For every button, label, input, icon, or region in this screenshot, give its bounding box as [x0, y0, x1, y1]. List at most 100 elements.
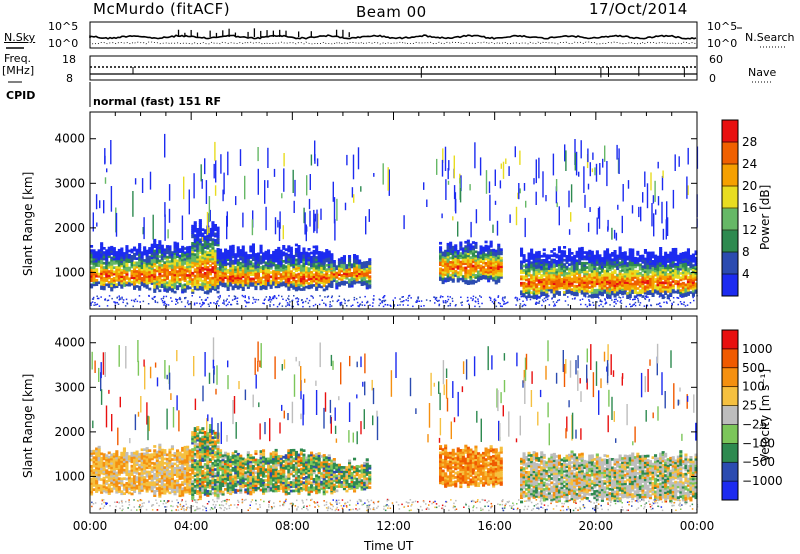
power-cell [530, 250, 534, 254]
power-streak [208, 196, 211, 223]
power-cell [570, 288, 574, 291]
power-cell [469, 258, 473, 261]
power-cell [216, 263, 220, 266]
power-cell [148, 277, 152, 280]
power-cell [555, 262, 559, 265]
power-cell [305, 258, 309, 261]
power-cell [520, 269, 524, 272]
power-cell [484, 261, 488, 265]
power-speckle [602, 305, 604, 308]
power-cell [173, 250, 177, 253]
power-cell [110, 269, 114, 273]
power-cell [659, 274, 663, 278]
power-cell [150, 280, 154, 283]
power-cell [464, 270, 468, 274]
power-cell [575, 261, 579, 265]
power-cell [158, 244, 162, 248]
power-cell [256, 265, 260, 269]
velocity-cell [110, 455, 114, 459]
power-speckle [405, 299, 407, 301]
power-cell [547, 263, 551, 266]
velocity-cell [133, 483, 137, 487]
power-cell [216, 273, 220, 277]
power-cell [289, 251, 293, 254]
power-cell [608, 279, 612, 282]
power-cell [595, 273, 599, 277]
power-cell [454, 265, 458, 269]
power-streak [666, 217, 669, 236]
power-cell [181, 256, 185, 260]
power-cell [105, 253, 109, 257]
velocity-cell [140, 469, 144, 473]
power-cell [542, 271, 546, 275]
power-cell [537, 270, 541, 273]
power-cell [244, 251, 248, 255]
power-streak [442, 148, 444, 163]
power-cell [125, 245, 129, 248]
power-cell [568, 284, 572, 288]
power-cell [669, 277, 673, 280]
power-cell [289, 274, 293, 278]
power-cell [623, 257, 627, 261]
power-cell [264, 274, 268, 277]
power-cell [208, 279, 212, 282]
power-streak [99, 200, 101, 209]
power-cell [302, 251, 306, 255]
power-cell [140, 283, 144, 287]
power-cell [358, 274, 362, 278]
power-cell [236, 265, 240, 269]
power-cell [100, 278, 104, 282]
power-cell [681, 269, 685, 272]
power-cell [115, 266, 119, 269]
power-speckle [605, 302, 608, 304]
velocity-cell [140, 448, 144, 452]
power-cell [310, 273, 314, 276]
power-speckle [184, 297, 186, 299]
power-streak [360, 186, 362, 192]
power-cell [557, 265, 561, 269]
power-cell [282, 251, 286, 255]
power-cell [249, 273, 253, 276]
power-cell [221, 252, 225, 255]
power-cell [563, 258, 567, 262]
power-cell [621, 273, 625, 277]
power-cell [229, 279, 233, 283]
power-cell [575, 291, 579, 295]
power-cell [272, 270, 276, 273]
power-cell [654, 267, 658, 271]
power-cell [282, 283, 286, 287]
power-speckle [425, 299, 428, 301]
power-cell [208, 251, 212, 255]
power-cell [203, 278, 207, 282]
power-streak [555, 179, 558, 192]
power-speckle [439, 296, 442, 299]
power-cell [484, 257, 488, 261]
power-cell [302, 279, 306, 283]
power-cell [535, 276, 539, 280]
power-cell [310, 255, 314, 259]
power-cell [211, 253, 215, 256]
power-cell [259, 261, 263, 265]
power-cell [148, 257, 152, 261]
power-cell [487, 273, 491, 276]
velocity-cell [127, 457, 131, 461]
power-cell [565, 282, 569, 286]
power-cell [583, 257, 587, 261]
power-cell [618, 274, 622, 277]
power-cell [573, 267, 577, 271]
power-cell [588, 275, 592, 279]
power-cell [241, 269, 245, 272]
power-streak [306, 226, 308, 232]
power-cell [239, 261, 243, 265]
power-cell [282, 260, 286, 263]
power-cell [593, 267, 597, 271]
power-speckle [528, 296, 530, 299]
power-streak [214, 185, 217, 196]
power-cell [540, 254, 544, 258]
power-cell [669, 266, 673, 270]
power-cell [593, 276, 597, 279]
power-cell [97, 262, 101, 265]
power-cell [178, 267, 182, 271]
power-cell [287, 283, 291, 287]
power-speckle [130, 299, 133, 302]
